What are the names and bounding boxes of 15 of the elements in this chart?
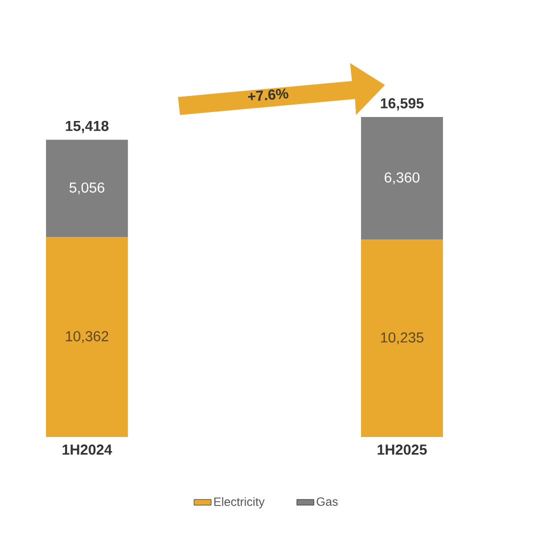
data-label: 5,056	[70, 182, 104, 194]
total-label: 15,418	[66, 120, 109, 134]
data-label: 10,362	[66, 331, 108, 344]
text: +7.6%	[248, 88, 288, 101]
bar	[361, 117, 443, 240]
legend-label: Electricity	[214, 497, 265, 508]
bar	[361, 240, 443, 437]
total-label: 16,595	[380, 98, 424, 110]
x-tick-label: 1H2025	[378, 444, 427, 455]
legend-label: Gas	[316, 497, 338, 506]
data-label: 10,235	[381, 332, 424, 344]
x-tick-label: 1H2024	[62, 444, 112, 455]
data-label: 6,360	[384, 172, 420, 184]
bar	[46, 140, 128, 238]
bar	[46, 237, 128, 437]
